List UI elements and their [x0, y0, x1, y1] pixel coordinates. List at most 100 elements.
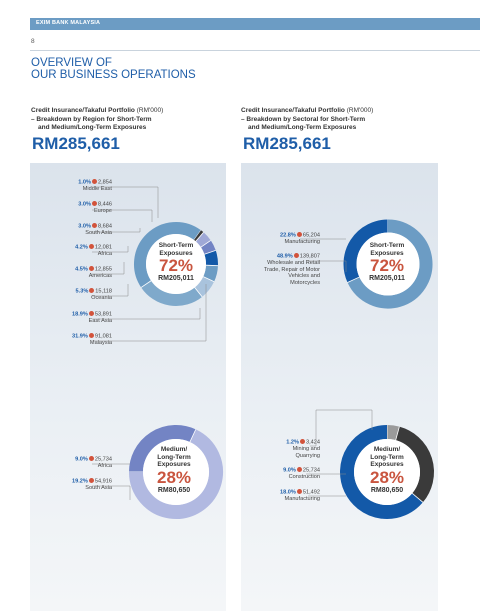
label-name: Manufacturing [284, 496, 320, 503]
center-title: Medium/ Long-Term Exposures [370, 446, 404, 468]
label-south-asia: 3.0% 8,684 South Asia [40, 223, 112, 237]
page-title: OVERVIEW OF OUR BUSINESS OPERATIONS [31, 57, 196, 81]
label-pct: 31.9% [72, 333, 88, 340]
label-name: Americas [88, 273, 112, 280]
arrow-icon [296, 232, 302, 237]
left-column-heading: Credit Insurance/Takaful Portfolio (RM'0… [31, 107, 221, 133]
slice-separator [203, 276, 215, 283]
slice-separator [189, 429, 197, 443]
center-amount: RM205,011 [158, 275, 194, 282]
label-name: Middle East [82, 186, 112, 193]
arrow-icon [92, 201, 97, 206]
slice-separator [193, 229, 202, 240]
leader-line [92, 186, 159, 218]
left-heading-line2: – Breakdown by Region for Short-Term [31, 115, 152, 123]
center-amount: RM80,650 [157, 486, 191, 494]
label-sector-manufacturing-medium: 18.0% 51,492 Manufacturing [246, 489, 320, 503]
slice-separator [204, 250, 216, 255]
leader-line [92, 262, 125, 275]
right-heading-unit: (RM'000) [344, 107, 374, 114]
arrow-icon [88, 266, 94, 271]
label-pct: 4.5% [75, 266, 88, 273]
left-medium-center: Medium/ Long-Term Exposures 28% RM80,650 [144, 446, 204, 495]
donut-slice-manufacturing [343, 219, 389, 283]
label-pct: 18.0% [280, 489, 296, 496]
leader-line [92, 246, 129, 253]
label-value: 51,492 [302, 489, 320, 496]
donut-hole [356, 232, 420, 296]
label-value: 91,081 [94, 333, 112, 340]
label-europe: 3.0% 8,446 Europe [40, 201, 112, 215]
center-title: Short-Term Exposures [158, 242, 194, 257]
label-middle-east: 1.0% 2,854 Middle East [40, 179, 112, 193]
arrow-icon [88, 244, 94, 249]
slice-separator [347, 276, 360, 283]
donut-slice-malaysia [134, 222, 201, 288]
label-name: East Asia [88, 318, 112, 325]
label-value: 8,684 [98, 223, 112, 230]
right-short-center: Short-Term Exposures 72% RM205,011 [358, 242, 416, 283]
donut-hole [143, 439, 209, 505]
donut-slice-americas [203, 264, 218, 282]
label-name: Africa [97, 463, 112, 470]
label-pct: 3.0% [78, 201, 91, 208]
donut-slice-manufacturing [340, 425, 423, 519]
donut-region-short-term [134, 222, 218, 306]
label-value: 3,424 [306, 439, 320, 446]
donut-sector-short-term [343, 219, 433, 309]
leader-line [306, 260, 347, 272]
label-value: 8,446 [98, 201, 112, 208]
label-pct: 3.0% [78, 223, 91, 230]
label-sector-mining: 1.2% 3,424 Mining and Quarrying [246, 439, 320, 459]
right-column-heading: Credit Insurance/Takaful Portfolio (RM'0… [241, 107, 431, 133]
donut-slice-middle-east [193, 230, 204, 242]
label-name: Oceania [91, 295, 112, 302]
center-amount: RM80,650 [370, 486, 404, 494]
arrow-icon [293, 253, 299, 258]
arrow-icon [92, 223, 97, 228]
arrow-icon [88, 478, 94, 483]
label-medium-africa: 9.0% 25,734 Africa [40, 456, 112, 470]
label-sector-construction: 9.0% 25,734 Construction [246, 467, 320, 481]
label-pct: 1.2% [286, 439, 299, 446]
label-value: 2,854 [98, 179, 112, 186]
page-title-line2: OUR BUSINESS OPERATIONS [31, 69, 196, 81]
label-east-asia: 18.9% 53,891 East Asia [40, 311, 112, 325]
arrow-icon [296, 467, 302, 472]
label-pct: 22.8% [280, 232, 296, 239]
donut-slice-mining-and-quarrying [386, 425, 400, 441]
page-number: 8 [31, 38, 35, 45]
slice-separator [200, 240, 211, 248]
right-heading-line2: – Breakdown by Sectoral for Short-Term [241, 115, 366, 123]
right-total: RM285,661 [243, 134, 331, 153]
left-heading-bold: Credit Insurance/Takaful Portfolio [31, 107, 135, 114]
label-pct: 5.3% [75, 288, 89, 295]
slice-separator [195, 232, 204, 242]
arrow-icon [88, 456, 94, 461]
donut-hole [354, 439, 420, 505]
left-short-center: Short-Term Exposures 72% RM205,011 [148, 242, 204, 283]
slice-separator [411, 492, 424, 503]
center-percent: 28% [156, 467, 192, 487]
label-value: 65,204 [302, 232, 320, 239]
slice-separator [194, 287, 203, 298]
slice-separator [140, 280, 152, 288]
donut-slice-wholesale-and-retail-trade-rep [347, 219, 433, 309]
label-name: Africa [97, 251, 112, 258]
arrow-icon [296, 489, 302, 494]
donut-region-medium-term [129, 425, 223, 519]
leader-line [92, 284, 207, 342]
arrow-icon [89, 288, 95, 293]
donut-slice-east-asia [141, 280, 203, 306]
leader-line [92, 284, 129, 297]
arrow-icon [88, 333, 94, 338]
center-percent: 72% [158, 256, 194, 275]
label-value: 12,081 [94, 244, 112, 251]
leader-line [92, 228, 141, 233]
label-americas: 4.5% 12,855 Americas [40, 266, 112, 280]
label-oceania: 5.3% 15,118 Oceania [40, 288, 112, 302]
label-value: 54,916 [94, 478, 112, 485]
label-value: 53,891 [94, 311, 112, 318]
label-pct: 48.9% [276, 253, 293, 260]
